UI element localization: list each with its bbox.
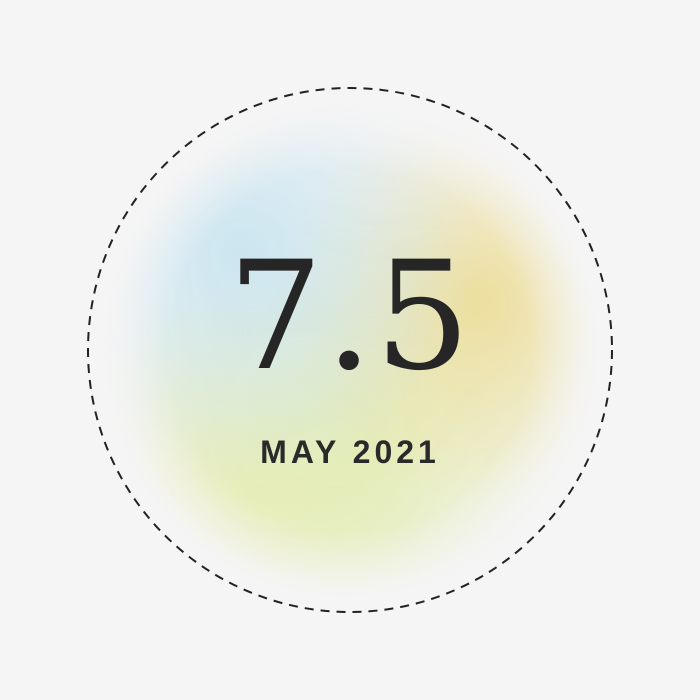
gradient-blob — [104, 104, 596, 596]
gradient-blob-fade — [104, 104, 596, 596]
badge-date: MAY 2021 — [260, 434, 440, 470]
badge — [86, 86, 614, 614]
dashed-ring — [87, 87, 613, 613]
badge-value: 7.5 — [227, 230, 473, 404]
